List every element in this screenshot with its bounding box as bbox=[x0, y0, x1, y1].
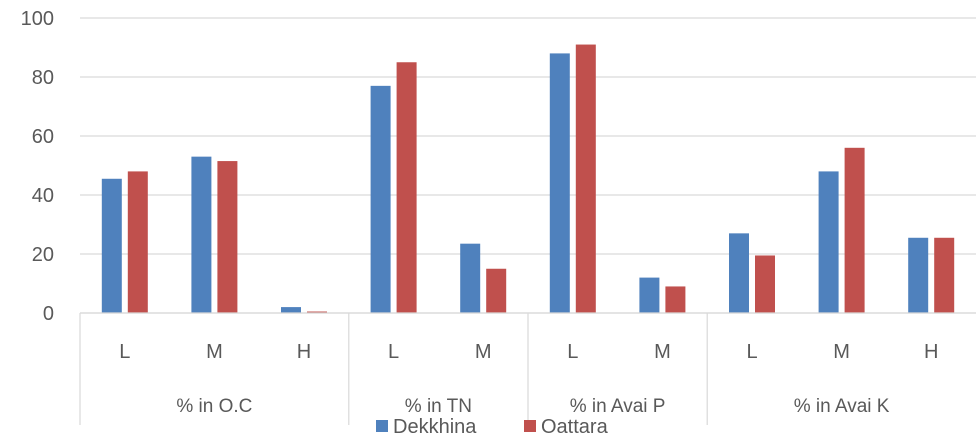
legend-swatch-oattara bbox=[524, 420, 536, 432]
bars bbox=[101, 44, 955, 314]
x-category-label: L bbox=[746, 341, 757, 363]
bar-oattara bbox=[307, 311, 327, 313]
x-group-label: % in Avai P bbox=[570, 396, 666, 417]
y-tick-label: 0 bbox=[43, 303, 54, 325]
bar-oattara bbox=[755, 255, 775, 313]
x-category-label: H bbox=[297, 341, 311, 363]
x-group-label: % in Avai K bbox=[794, 396, 890, 417]
bar-dekkhina bbox=[101, 178, 122, 313]
x-group-label: % in O.C bbox=[176, 396, 252, 417]
bar-dekkhina bbox=[549, 53, 570, 314]
x-category-label: L bbox=[388, 341, 399, 363]
y-tick-label: 60 bbox=[32, 126, 54, 148]
bar-dekkhina bbox=[191, 156, 212, 313]
legend-label-dekkhina: Dekkhina bbox=[393, 416, 477, 438]
bar-oattara bbox=[396, 62, 417, 313]
bar-dekkhina bbox=[460, 243, 481, 313]
bar-dekkhina bbox=[370, 85, 391, 313]
y-tick-label: 20 bbox=[32, 244, 54, 266]
bar-dekkhina bbox=[729, 233, 749, 313]
x-category-label: H bbox=[924, 341, 938, 363]
bar-dekkhina bbox=[639, 277, 660, 313]
bar-oattara bbox=[486, 268, 507, 313]
x-group-label: % in TN bbox=[405, 396, 472, 417]
x-category-label: L bbox=[119, 341, 130, 363]
bar-oattara bbox=[844, 147, 865, 313]
legend-swatch-dekkhina bbox=[376, 420, 388, 432]
bar-oattara bbox=[934, 237, 955, 313]
x-category-label: M bbox=[475, 341, 492, 363]
x-category-label: L bbox=[567, 341, 578, 363]
legend-label-oattara: Oattara bbox=[541, 416, 609, 438]
gridlines bbox=[80, 17, 976, 314]
bar-dekkhina bbox=[818, 171, 839, 313]
legend: Dekkhina Oattara bbox=[376, 416, 609, 438]
y-tick-label: 100 bbox=[21, 8, 54, 30]
bar-oattara bbox=[217, 161, 238, 313]
bar-oattara bbox=[127, 171, 148, 313]
x-category-label: M bbox=[833, 341, 850, 363]
y-axis-ticks: 0 20 40 60 80 100 bbox=[21, 8, 54, 325]
x-axis: L M H % in O.C L M % in TN L M % in Avai P L M H % in… bbox=[79, 312, 976, 425]
x-category-label: M bbox=[206, 341, 223, 363]
x-category-label: M bbox=[654, 341, 671, 363]
y-tick-label: 40 bbox=[32, 185, 54, 207]
bar-dekkhina bbox=[281, 307, 301, 313]
bar-dekkhina bbox=[908, 237, 929, 313]
bar-oattara bbox=[575, 44, 596, 314]
bar-oattara bbox=[665, 286, 686, 313]
y-tick-label: 80 bbox=[32, 67, 54, 89]
